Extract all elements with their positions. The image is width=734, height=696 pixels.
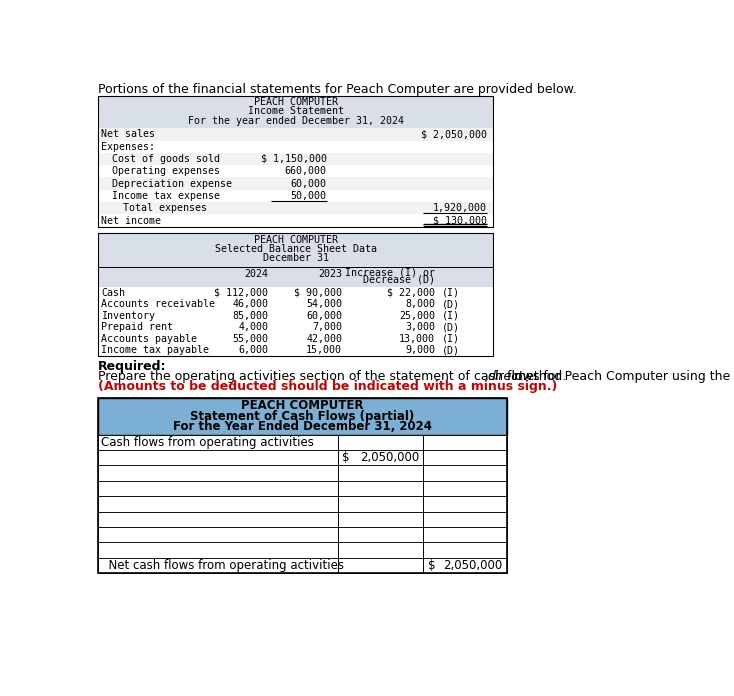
FancyBboxPatch shape	[98, 165, 493, 177]
Text: $ 130,000: $ 130,000	[433, 216, 487, 226]
Text: Cost of goods sold: Cost of goods sold	[112, 154, 220, 164]
Text: Portions of the financial statements for Peach Computer are provided below.: Portions of the financial statements for…	[98, 84, 577, 96]
FancyBboxPatch shape	[98, 512, 507, 527]
Text: PEACH COMPUTER: PEACH COMPUTER	[253, 235, 338, 245]
Text: 6,000: 6,000	[239, 345, 269, 356]
Text: $ 1,150,000: $ 1,150,000	[261, 154, 327, 164]
Text: 42,000: 42,000	[306, 334, 342, 344]
Text: 60,000: 60,000	[306, 310, 342, 321]
FancyBboxPatch shape	[98, 527, 507, 542]
Text: Accounts receivable: Accounts receivable	[101, 299, 215, 309]
Text: Income tax expense: Income tax expense	[112, 191, 220, 201]
FancyBboxPatch shape	[98, 496, 507, 512]
Text: (I): (I)	[442, 287, 460, 298]
Text: $ 112,000: $ 112,000	[214, 287, 269, 298]
Text: 660,000: 660,000	[285, 166, 327, 176]
Text: 25,000: 25,000	[399, 310, 435, 321]
FancyBboxPatch shape	[98, 466, 507, 481]
Text: For the Year Ended December 31, 2024: For the Year Ended December 31, 2024	[173, 420, 432, 433]
Text: 60,000: 60,000	[291, 179, 327, 189]
FancyBboxPatch shape	[98, 310, 493, 322]
FancyBboxPatch shape	[98, 190, 493, 202]
Text: Income tax payable: Income tax payable	[101, 345, 209, 356]
Text: 8,000: 8,000	[405, 299, 435, 309]
Text: Increase (I) or: Increase (I) or	[345, 267, 435, 277]
FancyBboxPatch shape	[98, 557, 507, 574]
Text: (I): (I)	[442, 310, 460, 321]
Text: Net income: Net income	[101, 216, 161, 226]
Text: 46,000: 46,000	[233, 299, 269, 309]
Text: (D): (D)	[442, 299, 460, 309]
FancyBboxPatch shape	[98, 481, 507, 496]
Text: Required:: Required:	[98, 361, 167, 373]
Text: 15,000: 15,000	[306, 345, 342, 356]
Text: $ 2,050,000: $ 2,050,000	[421, 129, 487, 139]
Text: Depreciation expense: Depreciation expense	[112, 179, 232, 189]
Text: 1,920,000: 1,920,000	[433, 203, 487, 213]
Text: Net sales: Net sales	[101, 129, 155, 139]
FancyBboxPatch shape	[98, 96, 493, 128]
Text: Expenses:: Expenses:	[101, 142, 155, 152]
FancyBboxPatch shape	[98, 153, 493, 165]
FancyBboxPatch shape	[98, 267, 493, 287]
Text: (D): (D)	[442, 322, 460, 332]
FancyBboxPatch shape	[98, 287, 493, 299]
Text: 9,000: 9,000	[405, 345, 435, 356]
FancyBboxPatch shape	[98, 177, 493, 190]
Text: For the year ended December 31, 2024: For the year ended December 31, 2024	[188, 116, 404, 126]
Text: Cash: Cash	[101, 287, 125, 298]
Text: (D): (D)	[442, 345, 460, 356]
Text: Income Statement: Income Statement	[247, 106, 344, 116]
Text: Cash flows from operating activities: Cash flows from operating activities	[101, 436, 314, 449]
FancyBboxPatch shape	[98, 299, 493, 310]
FancyBboxPatch shape	[98, 128, 493, 141]
Text: Inventory: Inventory	[101, 310, 155, 321]
Text: Selected Balance Sheet Data: Selected Balance Sheet Data	[214, 244, 377, 254]
Text: $ 22,000: $ 22,000	[387, 287, 435, 298]
Text: Operating expenses: Operating expenses	[112, 166, 220, 176]
Text: 3,000: 3,000	[405, 322, 435, 332]
Text: 2,050,000: 2,050,000	[443, 559, 503, 572]
Text: (Amounts to be deducted should be indicated with a minus sign.): (Amounts to be deducted should be indica…	[98, 381, 557, 393]
Text: Total expenses: Total expenses	[123, 203, 207, 213]
Text: 54,000: 54,000	[306, 299, 342, 309]
Text: 4,000: 4,000	[239, 322, 269, 332]
FancyBboxPatch shape	[98, 333, 493, 345]
Text: Decrease (D): Decrease (D)	[363, 275, 435, 285]
Text: 85,000: 85,000	[233, 310, 269, 321]
FancyBboxPatch shape	[98, 397, 507, 434]
FancyBboxPatch shape	[98, 141, 493, 153]
FancyBboxPatch shape	[98, 233, 493, 267]
Text: 13,000: 13,000	[399, 334, 435, 344]
Text: $: $	[428, 559, 435, 572]
Text: method.: method.	[509, 370, 566, 383]
Text: Statement of Cash Flows (partial): Statement of Cash Flows (partial)	[190, 410, 415, 422]
Text: 7,000: 7,000	[312, 322, 342, 332]
Text: 55,000: 55,000	[233, 334, 269, 344]
FancyBboxPatch shape	[98, 322, 493, 333]
FancyBboxPatch shape	[98, 345, 493, 356]
Text: Prepaid rent: Prepaid rent	[101, 322, 173, 332]
Text: direct: direct	[488, 370, 524, 383]
Text: 2,050,000: 2,050,000	[360, 451, 420, 464]
Text: 50,000: 50,000	[291, 191, 327, 201]
Text: $ 90,000: $ 90,000	[294, 287, 342, 298]
Text: December 31: December 31	[263, 253, 329, 263]
FancyBboxPatch shape	[98, 542, 507, 557]
Text: Prepare the operating activities section of the statement of cash flows for Peac: Prepare the operating activities section…	[98, 370, 734, 383]
FancyBboxPatch shape	[98, 214, 493, 227]
Text: PEACH COMPUTER: PEACH COMPUTER	[241, 399, 364, 412]
FancyBboxPatch shape	[98, 450, 507, 466]
FancyBboxPatch shape	[98, 434, 507, 450]
Text: $: $	[342, 451, 349, 464]
Text: 2024: 2024	[244, 269, 269, 278]
Text: PEACH COMPUTER: PEACH COMPUTER	[253, 97, 338, 107]
Text: Accounts payable: Accounts payable	[101, 334, 197, 344]
FancyBboxPatch shape	[98, 202, 493, 214]
Text: (I): (I)	[442, 334, 460, 344]
Text: 2023: 2023	[318, 269, 342, 278]
Text: Net cash flows from operating activities: Net cash flows from operating activities	[101, 559, 344, 572]
